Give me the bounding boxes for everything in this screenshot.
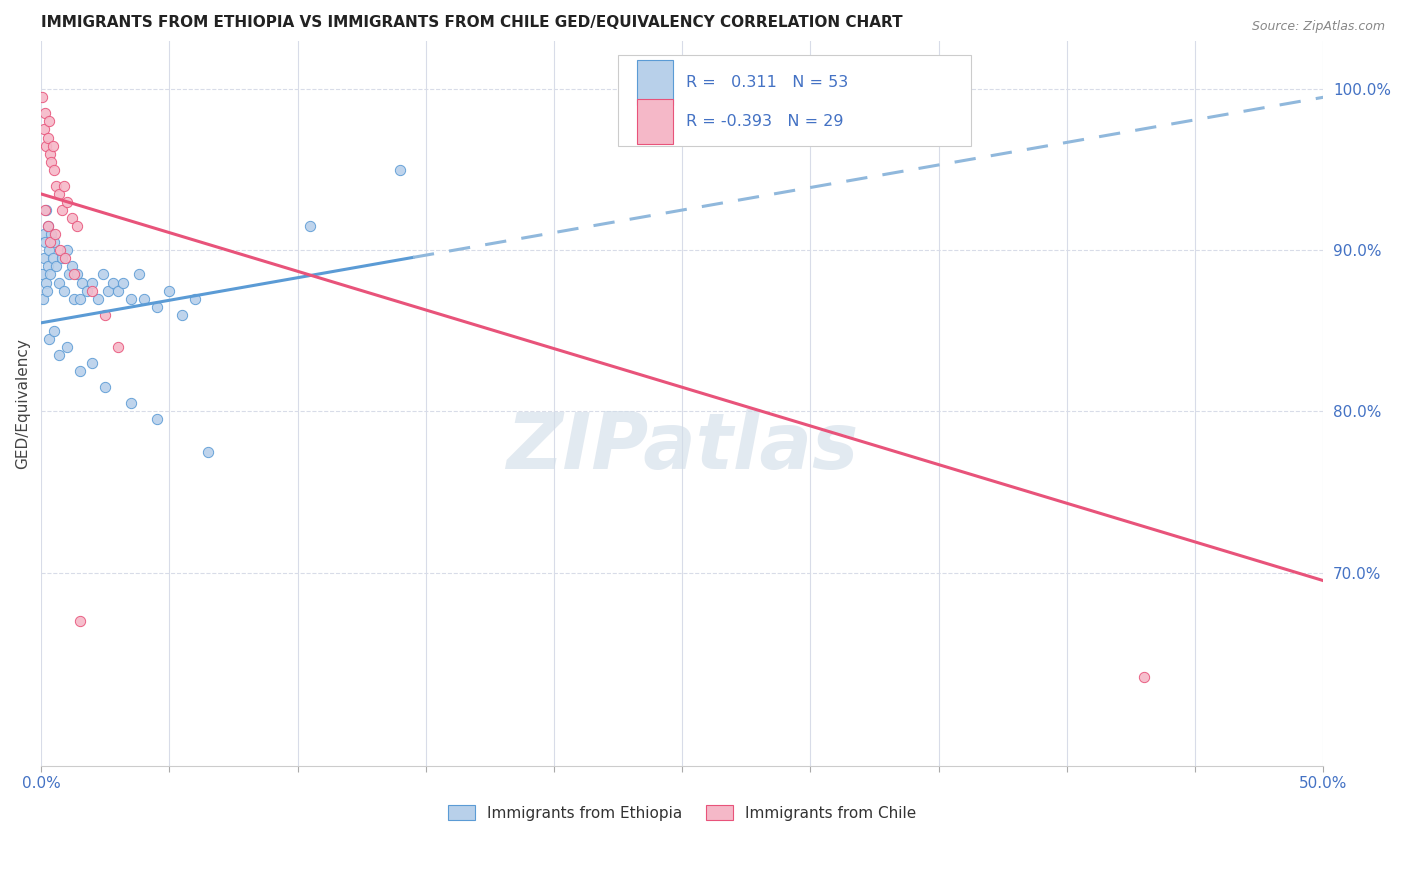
Point bbox=[112, 276, 135, 290]
Point bbox=[107, 340, 129, 354]
Point bbox=[32, 122, 55, 136]
Point bbox=[39, 268, 62, 282]
Point bbox=[82, 284, 104, 298]
Text: IMMIGRANTS FROM ETHIOPIA VS IMMIGRANTS FROM CHILE GED/EQUIVALENCY CORRELATION CH: IMMIGRANTS FROM ETHIOPIA VS IMMIGRANTS F… bbox=[41, 15, 903, 30]
Point bbox=[49, 244, 72, 258]
Point bbox=[94, 380, 117, 394]
Point bbox=[82, 356, 104, 370]
Point bbox=[39, 146, 62, 161]
Point bbox=[48, 348, 70, 362]
Point bbox=[53, 284, 76, 298]
Point bbox=[184, 292, 207, 306]
Point bbox=[60, 260, 83, 274]
Point bbox=[38, 244, 60, 258]
Point bbox=[55, 194, 77, 209]
Y-axis label: GED/Equivalency: GED/Equivalency bbox=[15, 338, 30, 469]
Point bbox=[299, 219, 322, 234]
Point bbox=[69, 614, 91, 628]
Point bbox=[48, 186, 70, 201]
Text: R = -0.393   N = 29: R = -0.393 N = 29 bbox=[686, 114, 844, 129]
Point bbox=[31, 90, 53, 104]
Point bbox=[37, 130, 59, 145]
Point bbox=[69, 364, 91, 378]
Point bbox=[55, 252, 77, 266]
Point bbox=[48, 276, 70, 290]
Point bbox=[44, 227, 66, 242]
Point bbox=[97, 284, 120, 298]
Point bbox=[38, 114, 60, 128]
Point bbox=[41, 227, 63, 242]
Point bbox=[132, 292, 155, 306]
Point bbox=[145, 412, 167, 426]
Point bbox=[91, 268, 114, 282]
Point bbox=[32, 227, 55, 242]
Point bbox=[1132, 670, 1154, 684]
Point bbox=[86, 292, 108, 306]
Point bbox=[39, 235, 62, 250]
Point bbox=[41, 252, 63, 266]
FancyBboxPatch shape bbox=[619, 55, 970, 146]
Point bbox=[45, 260, 67, 274]
Point bbox=[34, 202, 56, 217]
Point bbox=[51, 252, 73, 266]
Point bbox=[55, 340, 77, 354]
Point bbox=[128, 268, 150, 282]
Point bbox=[58, 268, 80, 282]
Point bbox=[120, 292, 142, 306]
Point bbox=[63, 292, 86, 306]
Point bbox=[34, 106, 56, 120]
Point bbox=[55, 244, 77, 258]
Point bbox=[35, 202, 58, 217]
Point bbox=[172, 308, 194, 322]
Point bbox=[35, 284, 58, 298]
Point bbox=[35, 276, 58, 290]
Point bbox=[34, 235, 56, 250]
Point bbox=[389, 162, 412, 177]
Point bbox=[31, 268, 53, 282]
Point bbox=[107, 284, 129, 298]
Text: Source: ZipAtlas.com: Source: ZipAtlas.com bbox=[1251, 20, 1385, 33]
Point bbox=[42, 162, 65, 177]
Point bbox=[38, 332, 60, 346]
Point bbox=[41, 154, 63, 169]
Point bbox=[37, 219, 59, 234]
Point bbox=[66, 268, 89, 282]
Point bbox=[76, 284, 98, 298]
Text: ZIPatlas: ZIPatlas bbox=[506, 409, 858, 485]
Bar bbox=[637, 60, 673, 105]
Legend: Immigrants from Ethiopia, Immigrants from Chile: Immigrants from Ethiopia, Immigrants fro… bbox=[441, 799, 922, 827]
Point bbox=[35, 138, 58, 153]
Point bbox=[60, 211, 83, 226]
Point bbox=[37, 219, 59, 234]
Point bbox=[101, 276, 124, 290]
Point bbox=[51, 202, 73, 217]
Point bbox=[70, 276, 93, 290]
Text: R =   0.311   N = 53: R = 0.311 N = 53 bbox=[686, 75, 848, 90]
Point bbox=[45, 178, 67, 193]
Point bbox=[145, 300, 167, 314]
Point bbox=[69, 292, 91, 306]
Point bbox=[66, 219, 89, 234]
Bar bbox=[637, 99, 673, 144]
Point bbox=[37, 260, 59, 274]
Point bbox=[42, 235, 65, 250]
Point bbox=[157, 284, 180, 298]
Point bbox=[120, 396, 142, 410]
Point bbox=[94, 308, 117, 322]
Point bbox=[42, 324, 65, 338]
Point bbox=[32, 292, 55, 306]
Point bbox=[41, 138, 63, 153]
Point bbox=[63, 268, 86, 282]
Point bbox=[197, 444, 219, 458]
Point bbox=[82, 276, 104, 290]
Point bbox=[32, 252, 55, 266]
Point bbox=[53, 178, 76, 193]
